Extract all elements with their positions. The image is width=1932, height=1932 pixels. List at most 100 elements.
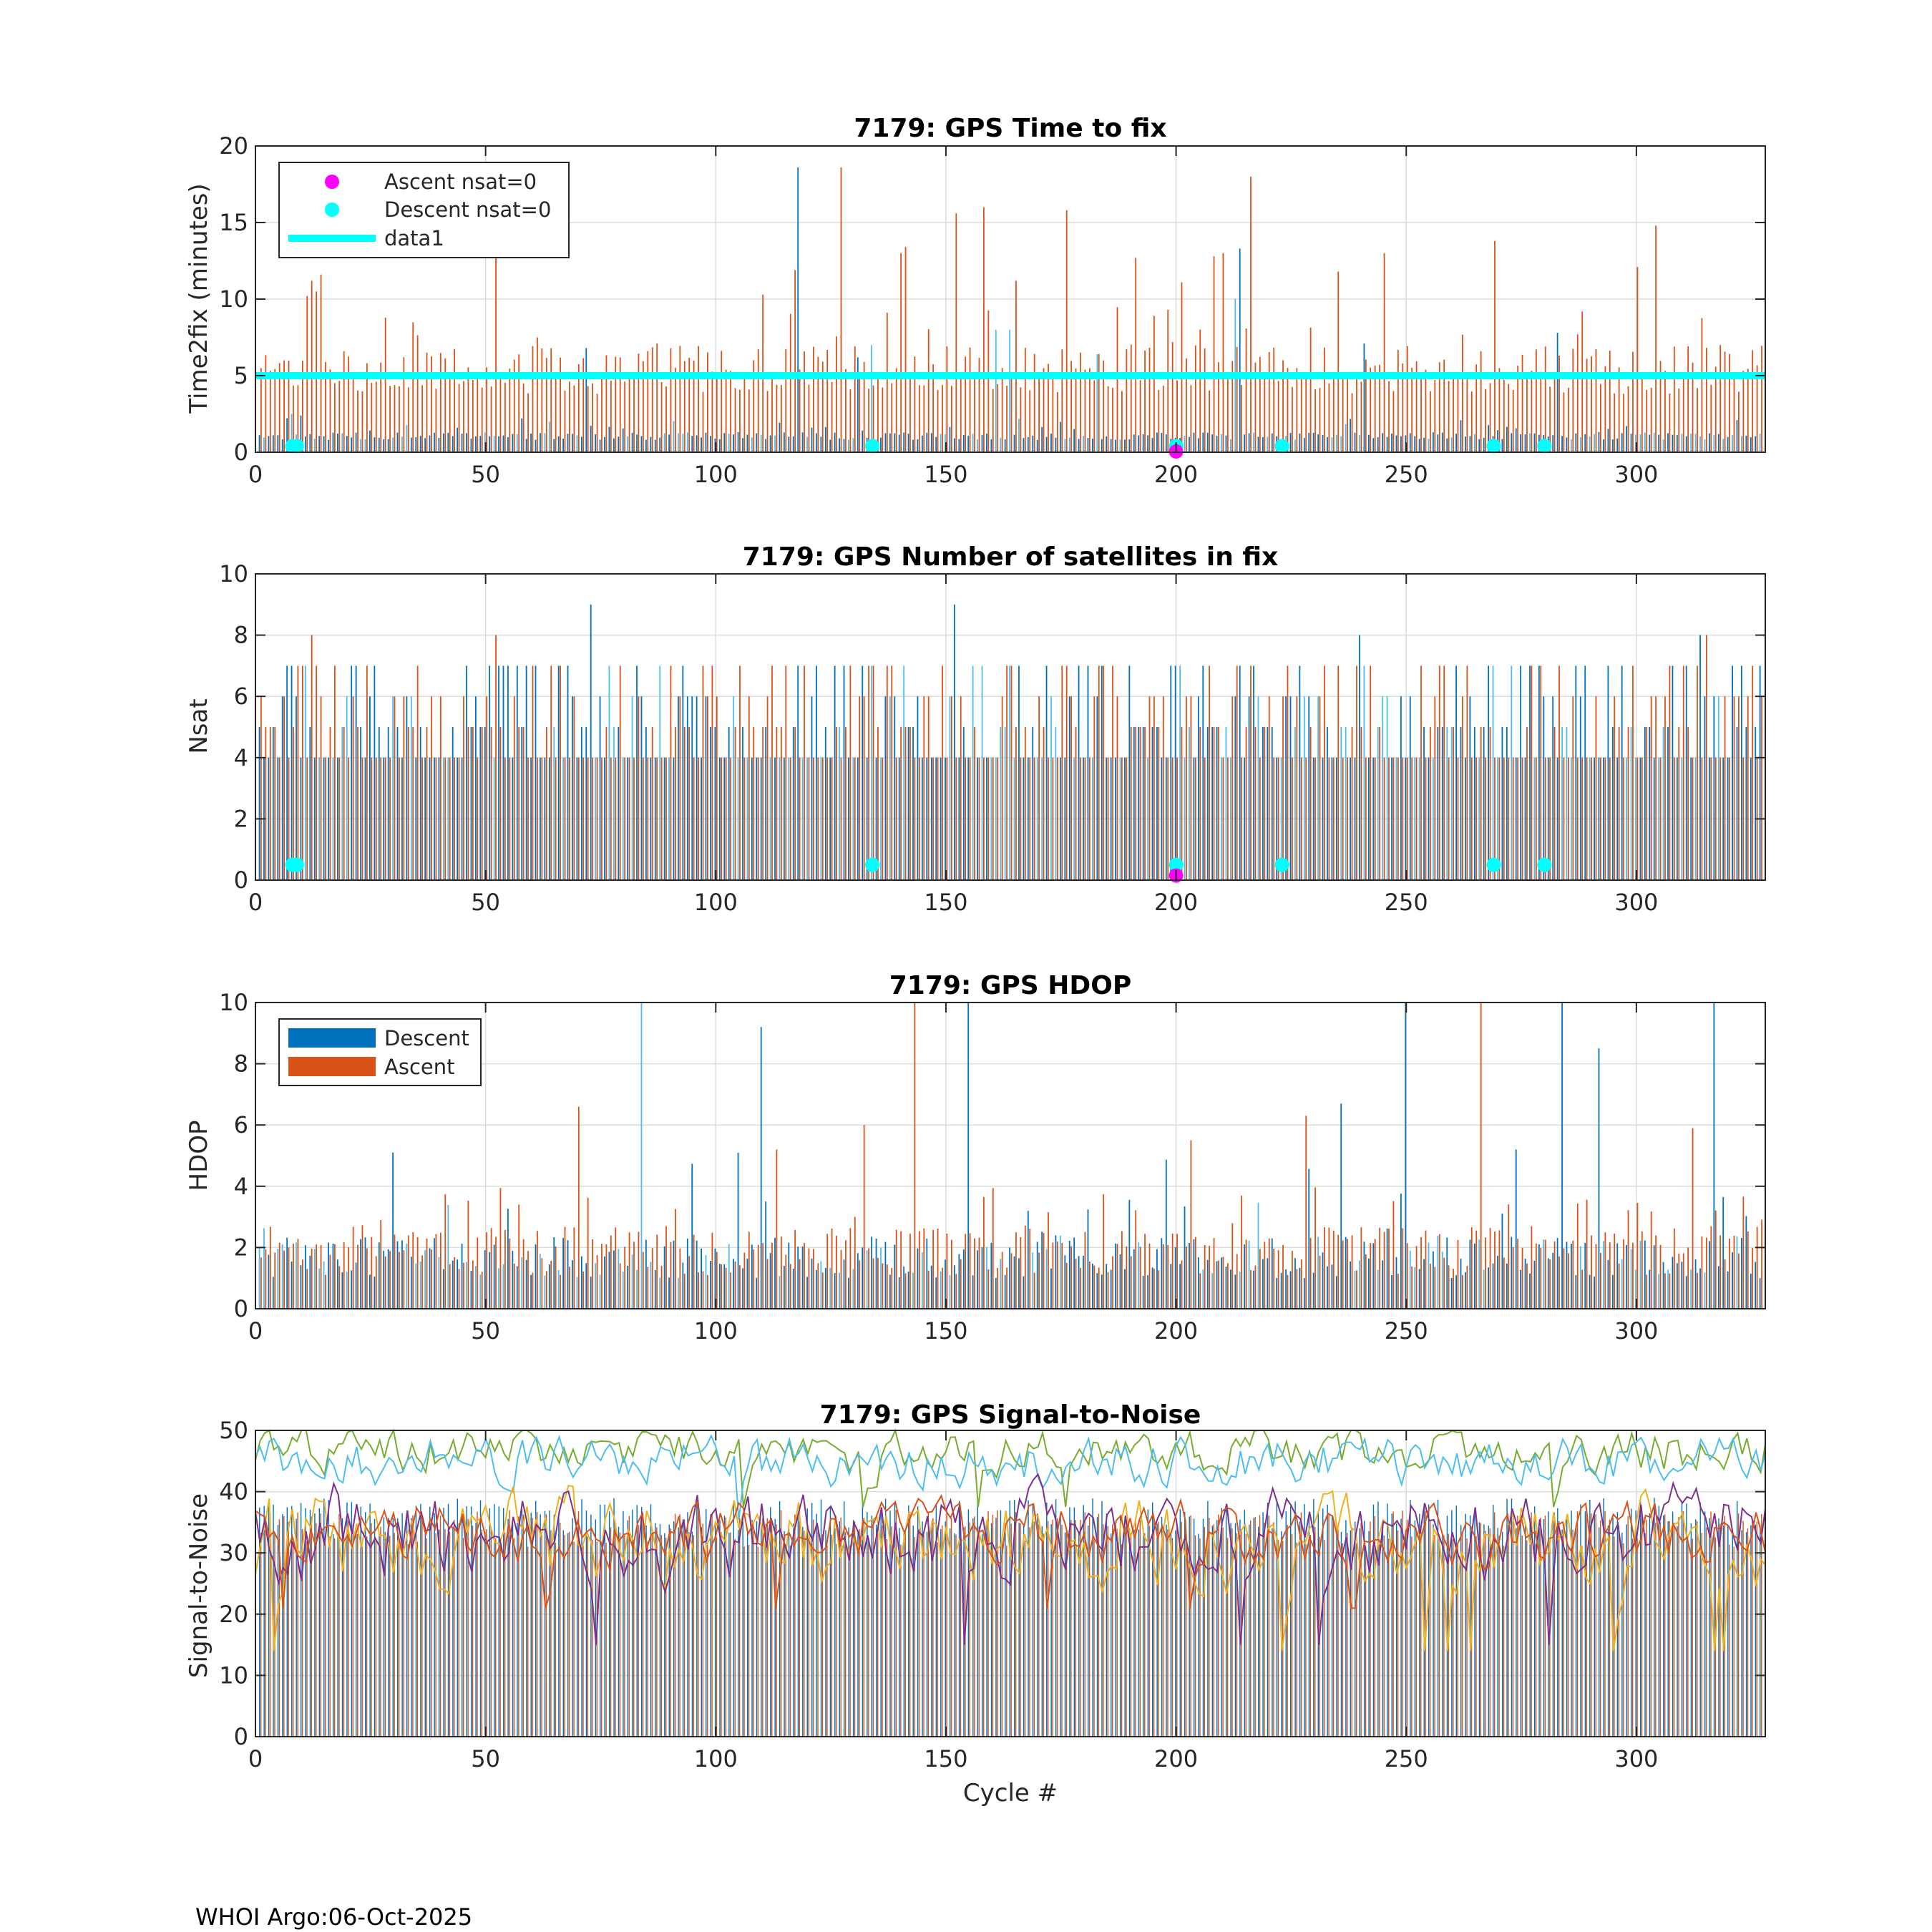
ascent-bar bbox=[1015, 280, 1017, 452]
descent-bar bbox=[1147, 1275, 1148, 1309]
ascent-bar bbox=[1553, 1512, 1556, 1737]
descent-bar bbox=[1184, 1206, 1186, 1309]
ascent-bar bbox=[1664, 1273, 1666, 1309]
descent-bar bbox=[1736, 727, 1738, 880]
ascent-bar bbox=[1498, 757, 1501, 880]
ascent-bar bbox=[1480, 727, 1482, 880]
descent-bar bbox=[1363, 665, 1365, 880]
ascent-bar bbox=[1659, 1522, 1661, 1737]
descent-bar bbox=[1340, 1531, 1342, 1737]
descent-bar bbox=[802, 1526, 804, 1737]
ascent-bar bbox=[1614, 1234, 1616, 1309]
descent-bar bbox=[1354, 432, 1356, 452]
ascent-bar bbox=[1277, 381, 1279, 452]
descent-bar bbox=[277, 757, 279, 880]
ascent-bar bbox=[306, 1269, 308, 1309]
ascent-bar bbox=[1217, 1514, 1219, 1737]
ascent-bar bbox=[812, 757, 814, 880]
ascent-bar bbox=[1056, 1518, 1058, 1737]
ascent-bar bbox=[1273, 347, 1275, 452]
ascent-bar bbox=[1158, 727, 1160, 880]
descent-bar bbox=[502, 1264, 504, 1309]
ascent-bar bbox=[1204, 757, 1206, 880]
ascent-bar bbox=[688, 357, 691, 452]
ascent-bar bbox=[1379, 727, 1381, 880]
descent-bar bbox=[1096, 1517, 1098, 1737]
ascent-bar bbox=[325, 757, 326, 880]
ascent-bar bbox=[1480, 1002, 1482, 1309]
descent-bar bbox=[816, 1270, 817, 1309]
ascent-bar bbox=[439, 1516, 441, 1737]
descent-bar bbox=[1174, 665, 1176, 880]
ascent-bar bbox=[665, 386, 667, 452]
ascent-bar bbox=[771, 374, 773, 452]
ascent-bar bbox=[1282, 1541, 1284, 1737]
descent-bar bbox=[457, 1259, 459, 1309]
descent-bar bbox=[1234, 696, 1236, 880]
ascent-bar bbox=[743, 374, 746, 452]
ascent-bar bbox=[1209, 665, 1211, 880]
descent-bar bbox=[1676, 1263, 1678, 1309]
ascent-bar bbox=[550, 1530, 552, 1737]
ascent-bar bbox=[1402, 363, 1404, 452]
ascent-bar bbox=[821, 361, 824, 452]
descent-bar bbox=[585, 1511, 587, 1737]
descent-bar bbox=[1488, 665, 1490, 880]
descent-bar bbox=[1206, 1259, 1209, 1309]
ascent-bar bbox=[1139, 1246, 1141, 1309]
descent-bar bbox=[1289, 1506, 1292, 1737]
ascent-bar bbox=[518, 1516, 519, 1737]
ascent-bar bbox=[444, 358, 447, 452]
ascent-bar bbox=[1388, 1229, 1390, 1309]
ascent-bar bbox=[900, 727, 902, 880]
ascent-bar bbox=[472, 1260, 474, 1309]
ascent-bar bbox=[836, 336, 837, 452]
ascent-bar bbox=[1729, 757, 1730, 880]
descent-bar bbox=[369, 1274, 371, 1309]
ascent-bar bbox=[872, 1258, 874, 1309]
ascent-bar bbox=[537, 1231, 538, 1309]
descent-bar bbox=[742, 1268, 743, 1309]
legend-descent-patch bbox=[288, 1028, 376, 1048]
descent-bar bbox=[1460, 727, 1462, 880]
ascent-bar bbox=[909, 1234, 911, 1309]
ascent-bar bbox=[1563, 392, 1565, 452]
ascent-bar bbox=[1194, 1535, 1196, 1737]
ascent-bar bbox=[1379, 364, 1381, 452]
descent-bar bbox=[429, 435, 431, 452]
descent-bar bbox=[1294, 439, 1296, 452]
ascent-bar bbox=[274, 727, 276, 880]
ascent-bar bbox=[569, 1267, 570, 1309]
ascent-bar bbox=[1162, 696, 1164, 880]
descent-bar bbox=[374, 665, 376, 880]
descent-bar bbox=[907, 727, 909, 880]
ascent-bar bbox=[1167, 1244, 1169, 1309]
descent-bar bbox=[544, 433, 546, 452]
ascent-bar bbox=[1659, 361, 1662, 452]
descent-bar bbox=[1611, 1274, 1614, 1309]
ascent-bar bbox=[1761, 346, 1762, 452]
descent-bar bbox=[1350, 1530, 1352, 1737]
ascent-bar bbox=[909, 1513, 911, 1737]
ascent-bar bbox=[849, 665, 852, 880]
descent-bar bbox=[962, 435, 965, 452]
ascent-bar bbox=[1043, 727, 1045, 880]
ascent-bar bbox=[407, 387, 409, 452]
ascent-bar bbox=[1254, 1265, 1257, 1309]
snr-line-sat4 bbox=[255, 1473, 1766, 1645]
ascent-bar bbox=[1088, 1516, 1091, 1737]
descent-bar bbox=[710, 727, 711, 880]
descent-bar bbox=[889, 1274, 891, 1309]
ascent-bar bbox=[366, 1248, 368, 1309]
ascent-bar bbox=[849, 1228, 852, 1309]
descent-bar bbox=[1727, 757, 1729, 880]
ascent-bar bbox=[960, 376, 962, 452]
descent-bar bbox=[558, 1512, 560, 1737]
descent-bar bbox=[272, 727, 274, 880]
ascent-bar bbox=[454, 1257, 456, 1309]
descent-bar bbox=[1073, 429, 1075, 452]
ascent-bar bbox=[1724, 696, 1726, 880]
descent-bar bbox=[1083, 1505, 1084, 1737]
descent-bar bbox=[553, 727, 555, 880]
ascent-bar bbox=[1632, 1242, 1634, 1309]
